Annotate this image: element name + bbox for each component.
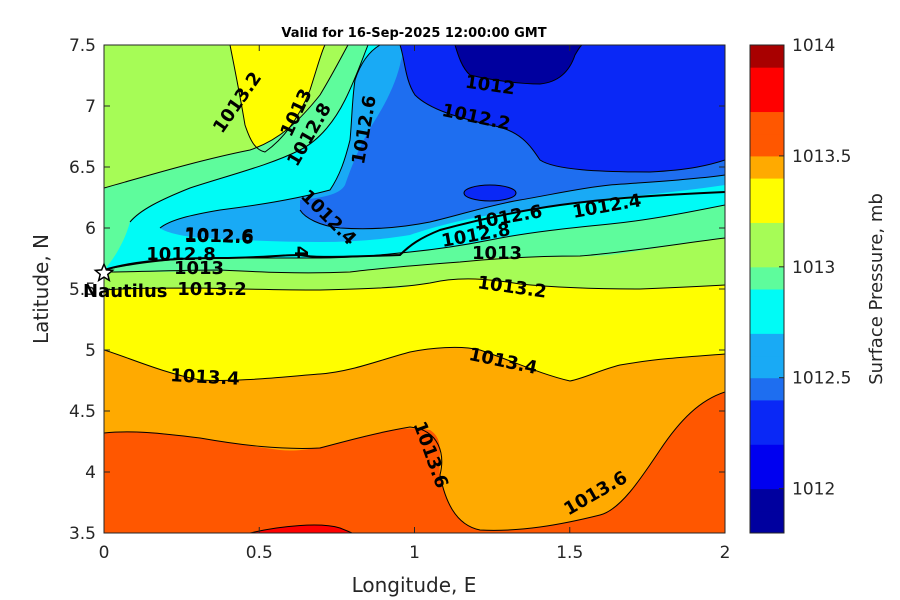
marker-label: Nautilus: [83, 281, 168, 302]
band-1012-0-blob: [464, 185, 516, 201]
x-tick-label: 1.5: [556, 543, 583, 563]
x-tick-label: 0: [99, 543, 110, 563]
colorbar-ticks: 1012 1012.5 1013 1013.5 1014: [779, 36, 851, 500]
colorbar-segment: [750, 311, 784, 334]
x-tick-label: 1: [409, 543, 420, 563]
colorbar-segment: [750, 444, 784, 467]
colorbar-segment: [750, 178, 784, 201]
colorbar-segment: [750, 488, 784, 512]
x-tick-label: 2: [720, 543, 731, 563]
nautilus-marker: Nautilus: [83, 262, 168, 302]
colorbar-segment: [750, 89, 784, 113]
y-tick-label: 5: [85, 341, 96, 361]
colorbar-label: Surface Pressure, mb: [866, 193, 887, 385]
colorbar-segment: [750, 399, 784, 423]
colorbar-segment: [750, 510, 784, 534]
contour-label: 1013: [472, 243, 522, 264]
colorbar-tick-label: 1013: [792, 258, 835, 278]
chart-title: Valid for 16-Sep-2025 12:00:00 GMT: [281, 26, 546, 41]
x-tick-label: 0.5: [246, 543, 273, 563]
colorbar-segment: [750, 289, 784, 312]
colorbar-segment: [750, 333, 784, 357]
y-tick-label: 5.5: [69, 280, 96, 300]
colorbar-segment: [750, 111, 784, 135]
contour-label: 1012.6: [184, 226, 253, 247]
colorbar-segment: [750, 200, 784, 223]
contour-label: 1013: [174, 258, 224, 279]
colorbar-frame: [749, 44, 785, 534]
y-tick-label: 4.5: [69, 402, 96, 422]
y-tick-labels: 3.5 4 4.5 5 5.5 6 6.5 7 7.5: [69, 36, 96, 544]
contour-label: 1013.2: [177, 279, 246, 300]
contour-lines: [104, 45, 725, 533]
band-1013-8: [250, 525, 352, 533]
colorbar: [750, 45, 784, 534]
y-tick-label: 6.5: [69, 158, 96, 178]
y-tick-label: 7: [85, 97, 96, 117]
contour-label: 1012.6: [184, 224, 254, 249]
colorbar-tick-label: 1012: [792, 480, 835, 500]
contour-label: 4: [290, 246, 311, 259]
x-axis-label: Longitude, E: [352, 573, 477, 597]
y-tick-label: 3.5: [69, 524, 96, 544]
colorbar-segment: [750, 422, 784, 445]
colorbar-tick-label: 1012.5: [792, 369, 851, 389]
colorbar-segment: [750, 266, 784, 290]
colorbar-segment: [750, 222, 784, 246]
band-1011-8: [455, 45, 582, 84]
colorbar-segment: [750, 466, 784, 490]
x-tick-labels: 0 0.5 1 1.5 2: [99, 543, 731, 563]
contour-label: 1013.4: [170, 365, 240, 390]
colorbar-segment: [750, 244, 784, 268]
y-tick-label: 7.5: [69, 36, 96, 56]
y-axis-label: Latitude, N: [29, 234, 53, 344]
contour-label: 1012.8: [146, 244, 215, 265]
colorbar-segment: [750, 355, 784, 379]
colorbar-segment: [750, 45, 784, 68]
colorbar-tick-label: 1014: [792, 36, 835, 56]
colorbar-segment: [750, 133, 784, 157]
colorbar-segment: [750, 377, 784, 401]
colorbar-tick-label: 1013.5: [792, 147, 851, 167]
y-tick-label: 6: [85, 219, 96, 239]
contour-plot-area: 10121012.21012.41012.61012.810131013.210…: [104, 45, 725, 533]
star-icon: [93, 262, 115, 283]
tick-marks: [103, 44, 726, 534]
y-tick-label: 4: [85, 463, 96, 483]
colorbar-segment: [750, 67, 784, 90]
colorbar-segment: [750, 155, 784, 179]
